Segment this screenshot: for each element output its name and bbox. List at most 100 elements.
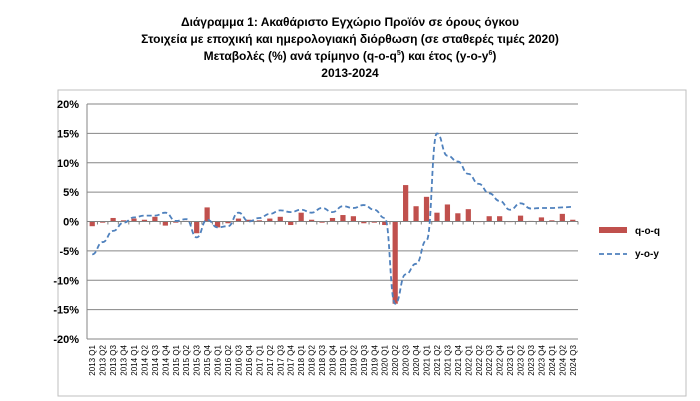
x-tick-label: 2015 Q1 <box>172 344 181 375</box>
chart-title-line-3: Μεταβολές (%) ανά τρίμηνο (q-o-q5) και έ… <box>0 48 700 65</box>
title-line-3-part-c: ) <box>492 49 497 63</box>
x-tick-label: 2022 Q4 <box>496 344 505 375</box>
x-tick-label: 2023 Q2 <box>517 344 526 375</box>
legend: q-o-q y-o-y <box>599 226 660 260</box>
qoq-bar <box>277 216 283 222</box>
x-tick-label: 2017 Q4 <box>287 344 296 375</box>
qoq-bar <box>141 219 148 222</box>
x-tick-label: 2014 Q2 <box>140 344 149 375</box>
x-tick-label: 2024 Q3 <box>569 344 578 375</box>
chart-title-line-4: 2013-2024 <box>321 66 379 80</box>
x-tick-label: 2020 Q2 <box>391 344 400 375</box>
qoq-bar <box>549 220 555 222</box>
qoq-bar <box>497 216 503 222</box>
qoq-bar <box>152 216 158 222</box>
qoq-bar <box>110 217 116 222</box>
x-tick-label: 2020 Q1 <box>381 344 390 375</box>
qoq-bar <box>89 221 95 227</box>
legend-label-yoy: y-o-y <box>635 249 659 260</box>
legend-swatch-qoq <box>599 227 627 233</box>
x-tick-label: 2021 Q4 <box>454 344 463 375</box>
x-tick-label: 2021 Q2 <box>433 344 442 375</box>
title-line-3-part-b: ) και έτος (y-o-y <box>400 49 489 63</box>
qoq-bar <box>194 221 200 234</box>
x-tick-label: 2018 Q4 <box>329 344 338 375</box>
y-tick-label: -15% <box>53 305 79 317</box>
chart-title-line-2: Στοιχεία με εποχική και ημερολογιακή διό… <box>141 32 559 46</box>
qoq-bar <box>570 219 576 222</box>
qoq-bar <box>204 207 210 222</box>
x-tick-label: 2017 Q2 <box>266 344 275 375</box>
qoq-bar <box>413 206 419 222</box>
y-axis-ticks: 20% 15% 10% 5% 0% -5% -10% -15% -20% <box>53 99 79 346</box>
y-tick-label: 20% <box>57 99 79 111</box>
qoq-bar <box>214 221 221 228</box>
x-tick-label: 2013 Q4 <box>120 344 129 375</box>
qoq-bar <box>559 213 565 222</box>
x-tick-label: 2019 Q4 <box>370 344 379 375</box>
x-tick-label: 2024 Q2 <box>558 344 567 375</box>
qoq-bar <box>455 213 461 222</box>
qoq-bar <box>486 216 492 222</box>
x-tick-label: 2017 Q1 <box>255 344 264 375</box>
qoq-bar <box>517 215 524 222</box>
qoq-bar <box>162 221 168 226</box>
qoq-bar <box>298 212 304 222</box>
qoq-bar <box>403 185 409 222</box>
y-tick-label: -10% <box>53 275 79 287</box>
qoq-bar <box>382 221 388 226</box>
qoq-bar <box>340 215 346 222</box>
y-tick-label: 15% <box>57 128 79 140</box>
qoq-bar <box>120 220 127 222</box>
x-tick-label: 2021 Q3 <box>443 344 452 375</box>
x-tick-label: 2023 Q3 <box>527 344 536 375</box>
x-tick-label: 2019 Q3 <box>360 344 369 375</box>
x-tick-label: 2016 Q3 <box>234 344 243 375</box>
qoq-bar <box>371 221 377 223</box>
x-tick-label: 2019 Q1 <box>339 344 348 375</box>
x-tick-label: 2016 Q2 <box>224 344 233 375</box>
x-tick-label: 2014 Q3 <box>151 344 160 375</box>
footnote-mark-5: 5 <box>396 50 401 57</box>
qoq-bar <box>350 216 357 222</box>
x-axis-ticks: 2013 Q1 2013 Q2 2013 Q3 2013 Q4 2014 Q1 2014 … <box>88 344 578 375</box>
gridlines <box>86 103 578 340</box>
x-tick-label: 2015 Q3 <box>193 344 202 375</box>
qoq-bar <box>423 196 430 222</box>
title-line-3-part-a: Μεταβολές (%) ανά τρίμηνο (q-o-q <box>203 49 397 63</box>
qoq-bar <box>256 220 262 222</box>
x-tick-label: 2017 Q3 <box>276 344 285 375</box>
x-tick-label: 2020 Q3 <box>402 344 411 375</box>
x-tick-label: 2019 Q2 <box>349 344 358 375</box>
qoq-bar <box>308 219 315 222</box>
x-tick-label: 2022 Q3 <box>485 344 494 375</box>
qoq-bar <box>465 209 471 222</box>
yoy-series-line <box>91 132 573 305</box>
x-tick-label: 2024 Q1 <box>548 344 557 375</box>
qoq-bar <box>434 212 440 222</box>
y-tick-label: 10% <box>57 158 79 170</box>
y-tick-label: 0% <box>63 217 79 229</box>
chart-title-block: Διάγραμμα 1: Ακαθάριστο Εγχώριο Προϊόν σ… <box>0 14 700 82</box>
qoq-bar <box>246 219 252 222</box>
x-tick-label: 2018 Q2 <box>308 344 317 375</box>
x-tick-label: 2013 Q1 <box>88 344 97 375</box>
qoq-bar <box>329 217 336 222</box>
x-tick-label: 2014 Q4 <box>161 344 170 375</box>
plot-frame <box>57 89 687 397</box>
x-tick-label: 2023 Q1 <box>506 344 515 375</box>
y-tick-label: 5% <box>63 187 79 199</box>
x-tick-label: 2020 Q4 <box>412 344 421 375</box>
x-tick-label: 2015 Q4 <box>203 344 212 375</box>
qoq-bar <box>361 221 367 224</box>
x-tick-label: 2014 Q1 <box>130 344 139 375</box>
qoq-bar <box>225 221 231 224</box>
x-tick-label: 2016 Q1 <box>214 344 223 375</box>
qoq-bar <box>235 218 242 222</box>
qoq-bar <box>444 204 451 222</box>
qoq-bars <box>89 185 576 304</box>
qoq-bar <box>100 221 106 223</box>
x-tick-label: 2018 Q1 <box>297 344 306 375</box>
x-tick-label: 2018 Q3 <box>318 344 327 375</box>
